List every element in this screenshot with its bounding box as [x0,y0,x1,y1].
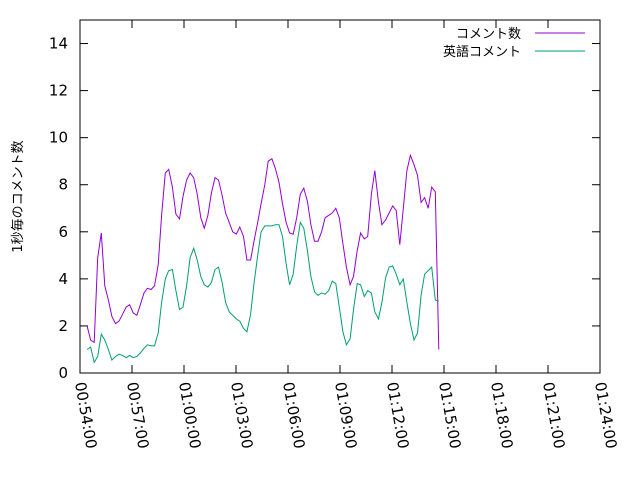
tick-marks [79,20,601,374]
x-tick-label: 01:09:00 [331,381,360,450]
x-tick-label: 01:12:00 [383,381,412,450]
legend-label: 英語コメント [443,44,521,60]
y-axis-label: 1秒毎のコメント数 [10,140,26,252]
y-tick-label: 6 [58,223,68,241]
legend-label: コメント数 [456,27,521,42]
x-tick-label: 01:03:00 [227,381,256,450]
plot-frame [79,19,601,374]
y-tick-label: 8 [58,176,68,194]
y-tick-label: 2 [58,317,68,335]
x-tick-label: 01:00:00 [175,381,204,450]
series-line-2 [86,220,439,364]
series-lines [86,153,440,364]
y-tick-label: 14 [49,35,68,53]
series-line-1 [86,153,440,350]
x-tick-label: 00:57:00 [123,381,152,450]
x-tick-label: 01:21:00 [539,381,568,450]
x-tick-label: 00:54:00 [71,381,100,450]
x-tick-label: 01:15:00 [435,381,464,450]
y-tick-labels: 0 2 4 6 8 10 12 14 [49,35,68,382]
x-tick-label: 01:24:00 [591,381,620,450]
y-tick-label: 4 [58,270,68,288]
y-tick-label: 12 [49,82,68,100]
y-tick-label: 0 [58,364,68,382]
y-tick-label: 10 [49,129,68,147]
x-tick-labels: 00:54:00 00:57:00 01:00:00 01:03:00 01:06:00… [71,381,620,450]
x-tick-label: 01:18:00 [487,381,516,450]
x-tick-label: 01:06:00 [279,381,308,450]
